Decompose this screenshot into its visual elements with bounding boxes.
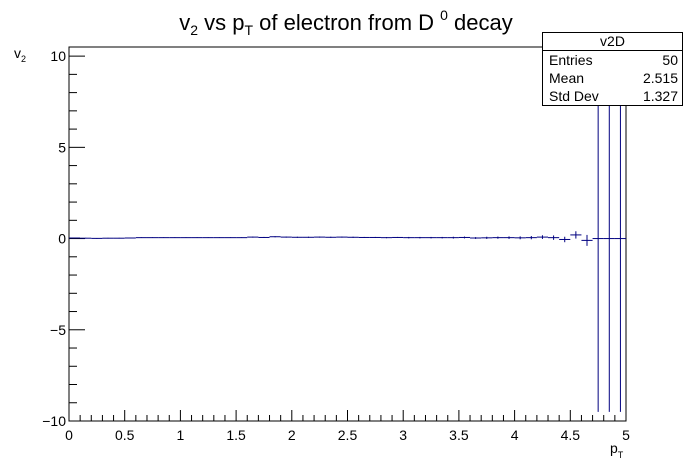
stats-std-row: Std Dev 1.327 bbox=[543, 87, 682, 105]
stats-title: v2D bbox=[543, 33, 682, 51]
stats-entries-row: Entries 50 bbox=[543, 51, 682, 69]
x-tick-label: 2 bbox=[288, 427, 296, 443]
y-tick-label: −10 bbox=[42, 413, 66, 429]
y-tick-label: 0 bbox=[58, 231, 66, 247]
stats-entries-value: 50 bbox=[662, 52, 678, 68]
stats-mean-value: 2.515 bbox=[642, 70, 678, 86]
chart-title: v2 vs pT of electron from D 0 decay bbox=[179, 7, 513, 38]
x-tick-label: 3.5 bbox=[449, 427, 469, 443]
stats-mean-row: Mean 2.515 bbox=[543, 69, 682, 87]
x-tick-label: 0 bbox=[65, 427, 73, 443]
y-tick-label: −5 bbox=[50, 322, 66, 338]
x-tick-label: 1 bbox=[177, 427, 185, 443]
x-tick-label: 0.5 bbox=[115, 427, 135, 443]
stats-box: v2D Entries 50 Mean 2.515 Std Dev 1.327 bbox=[542, 32, 683, 106]
y-tick-label: 5 bbox=[58, 139, 66, 155]
x-tick-label: 4 bbox=[511, 427, 519, 443]
x-axis-label: pT bbox=[610, 440, 624, 460]
x-tick-label: 2.5 bbox=[338, 427, 358, 443]
stats-mean-label: Mean bbox=[549, 70, 585, 86]
stats-entries-label: Entries bbox=[549, 52, 593, 68]
x-tick-label: 4.5 bbox=[561, 427, 581, 443]
x-tick-label: 5 bbox=[622, 427, 630, 443]
y-axis-label: v2 bbox=[14, 45, 26, 64]
stats-std-label: Std Dev bbox=[549, 88, 599, 104]
x-tick-label: 3 bbox=[399, 427, 407, 443]
stats-std-value: 1.327 bbox=[642, 88, 678, 104]
x-tick-label: 1.5 bbox=[226, 427, 246, 443]
y-tick-label: 10 bbox=[50, 48, 66, 64]
